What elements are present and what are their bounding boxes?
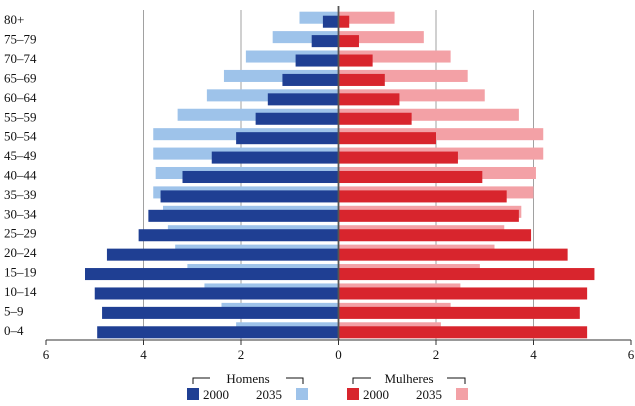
bar-left-2000 — [322, 15, 339, 28]
legend-group-title: Mulheres — [384, 371, 433, 386]
legend-bracket — [192, 377, 210, 384]
bar-left-2000 — [97, 326, 339, 339]
legend-group-title: Homens — [226, 371, 269, 386]
age-label: 5–9 — [4, 303, 24, 318]
bar-right-2000 — [338, 190, 507, 203]
x-tick-label: 0 — [335, 347, 342, 362]
age-label: 75–79 — [4, 32, 37, 47]
age-label: 15–19 — [4, 265, 37, 280]
age-label: 20–24 — [4, 245, 37, 260]
bar-right-2000 — [338, 326, 588, 339]
x-tick-label: 2 — [238, 347, 245, 362]
bar-left-2000 — [106, 248, 339, 261]
age-label: 30–34 — [4, 206, 37, 221]
age-label: 50–54 — [4, 129, 37, 144]
legend-label-2035: 2035 — [416, 387, 442, 402]
bar-left-2000 — [160, 190, 339, 203]
x-tick-label: 4 — [140, 347, 147, 362]
bar-right-2000 — [338, 15, 350, 28]
age-label: 80+ — [4, 12, 24, 27]
bar-left-2000 — [255, 112, 339, 125]
bar-left-2000 — [94, 287, 339, 300]
legend-swatch-2000 — [347, 388, 359, 400]
bar-left-2000 — [138, 229, 339, 242]
bar-left-2000 — [85, 268, 339, 281]
bar-right-2000 — [338, 306, 580, 319]
bar-right-2000 — [338, 151, 458, 164]
age-labels: 80+ 75–79 70–74 65–69 60–64 55–59 50–54 45–49 40… — [4, 12, 37, 338]
age-label: 35–39 — [4, 187, 37, 202]
bar-right-2000 — [338, 112, 412, 125]
bar-left-2000 — [267, 93, 339, 106]
bar-left-2000 — [182, 170, 339, 184]
legend-swatch-2035 — [296, 388, 308, 400]
bar-right-2000 — [338, 35, 359, 48]
bars — [85, 11, 595, 339]
age-label: 55–59 — [4, 109, 37, 124]
x-tick-label: 6 — [43, 347, 50, 362]
x-axis: 6 4 2 0 2 4 6 — [43, 6, 635, 362]
bar-right-2000 — [338, 248, 568, 261]
bar-right-2000 — [338, 132, 436, 145]
bar-right-2000 — [338, 73, 385, 86]
bar-right-2000 — [338, 170, 483, 184]
x-tick-label: 2 — [433, 347, 440, 362]
bar-right-2035 — [338, 11, 395, 24]
x-tick-label: 4 — [530, 347, 537, 362]
bar-left-2000 — [148, 209, 339, 222]
bar-left-2000 — [102, 306, 339, 319]
legend-swatch-2000 — [187, 388, 199, 400]
legend-swatch-2035 — [456, 388, 468, 400]
legend-label-2000: 2000 — [203, 387, 229, 402]
age-label: 10–14 — [4, 284, 37, 299]
bar-right-2000 — [338, 268, 595, 281]
legend-bracket — [286, 377, 304, 384]
bar-right-2000 — [338, 54, 373, 67]
bar-right-2000 — [338, 287, 588, 300]
age-label: 40–44 — [4, 168, 37, 183]
age-label: 25–29 — [4, 226, 37, 241]
bar-right-2000 — [338, 229, 532, 242]
bar-left-2000 — [295, 54, 339, 67]
bar-right-2000 — [338, 209, 519, 222]
age-label: 70–74 — [4, 51, 37, 66]
bar-left-2000 — [282, 73, 339, 86]
bar-left-2000 — [236, 132, 339, 145]
legend-bracket — [447, 377, 466, 384]
legend-bracket — [352, 377, 371, 384]
legend-label-2035: 2035 — [256, 387, 282, 402]
age-label: 65–69 — [4, 70, 37, 85]
x-tick-label: 6 — [628, 347, 635, 362]
bar-left-2000 — [311, 35, 339, 48]
age-label: 0–4 — [4, 323, 24, 338]
bar-left-2000 — [211, 151, 339, 164]
bar-right-2000 — [338, 93, 400, 106]
bar-right-2035 — [338, 31, 424, 44]
age-label: 45–49 — [4, 148, 37, 163]
age-label: 60–64 — [4, 90, 37, 105]
legend-label-2000: 2000 — [363, 387, 389, 402]
